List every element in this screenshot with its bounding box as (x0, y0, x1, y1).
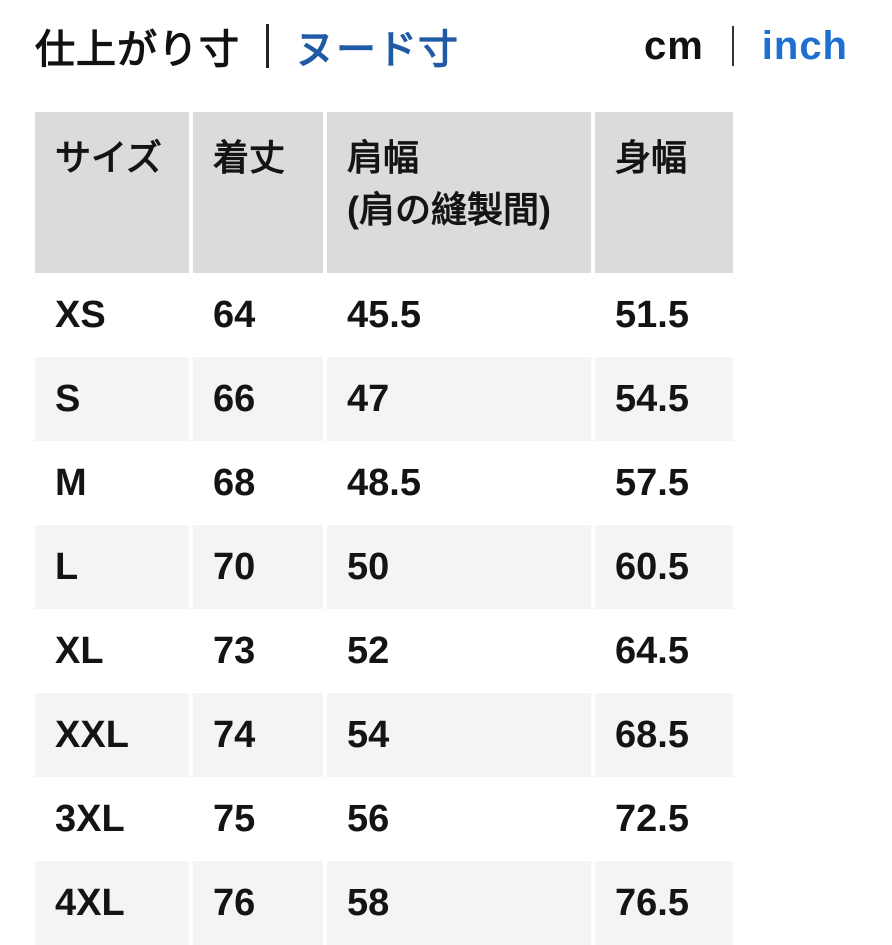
measurement-cell: 73 (193, 609, 323, 693)
measurement-cell: 75 (193, 777, 323, 861)
column-header: 肩幅 (肩の縫製間) (327, 112, 591, 273)
measurement-type-toggle: 仕上がり寸 ヌード寸 (35, 17, 459, 75)
measurement-cell: 50 (327, 525, 591, 609)
column-label: サイズ (55, 137, 162, 178)
measurement-cell: 52 (327, 609, 591, 693)
measurement-cell: 74 (193, 693, 323, 777)
column-header: 身幅 (595, 112, 733, 273)
table-row: M 68 48.5 57.5 (35, 441, 733, 525)
measurement-cell: 45.5 (327, 273, 591, 357)
measurement-cell: 51.5 (595, 273, 733, 357)
table-row: XXL 74 54 68.5 (35, 693, 733, 777)
size-label-cell: M (35, 441, 189, 525)
column-sublabel: (肩の縫製間) (347, 189, 551, 231)
size-table-body: XS 64 45.5 51.5 S 66 47 54.5 M 68 48.5 57.5 L 70 50 60.… (35, 273, 733, 945)
size-table: サイズ 着丈 肩幅 (肩の縫製間) 身幅 XS 64 45.5 51.5 S 66 47 54.5 M 6… (31, 112, 737, 945)
table-header-row: サイズ 着丈 肩幅 (肩の縫製間) 身幅 (35, 112, 733, 273)
table-row: 3XL 75 56 72.5 (35, 777, 733, 861)
size-label-cell: S (35, 357, 189, 441)
measurement-cell: 68 (193, 441, 323, 525)
measurement-cell: 57.5 (595, 441, 733, 525)
column-header: サイズ (35, 112, 189, 273)
column-label: 着丈 (213, 137, 286, 178)
size-label-cell: XXL (35, 693, 189, 777)
measurement-cell: 54.5 (595, 357, 733, 441)
size-label-cell: XS (35, 273, 189, 357)
measurement-cell: 47 (327, 357, 591, 441)
table-row: L 70 50 60.5 (35, 525, 733, 609)
divider (266, 24, 269, 68)
measurement-cell: 68.5 (595, 693, 733, 777)
measurement-cell: 64 (193, 273, 323, 357)
size-label-cell: XL (35, 609, 189, 693)
tab-finished-measurements[interactable]: 仕上がり寸 (35, 28, 240, 72)
divider (731, 26, 734, 66)
table-row: S 66 47 54.5 (35, 357, 733, 441)
column-label: 身幅 (615, 137, 688, 178)
size-label-cell: L (35, 525, 189, 609)
measurement-cell: 76 (193, 861, 323, 945)
measurement-cell: 70 (193, 525, 323, 609)
size-chart-header: 仕上がり寸 ヌード寸 cm inch (0, 0, 892, 92)
tab-nude-measurements[interactable]: ヌード寸 (295, 28, 459, 72)
column-label: 肩幅 (347, 137, 420, 178)
measurement-cell: 72.5 (595, 777, 733, 861)
measurement-cell: 54 (327, 693, 591, 777)
measurement-cell: 58 (327, 861, 591, 945)
table-row: XS 64 45.5 51.5 (35, 273, 733, 357)
measurement-cell: 48.5 (327, 441, 591, 525)
measurement-cell: 56 (327, 777, 591, 861)
measurement-cell: 66 (193, 357, 323, 441)
table-row: XL 73 52 64.5 (35, 609, 733, 693)
tab-unit-cm[interactable]: cm (643, 23, 704, 68)
measurement-cell: 64.5 (595, 609, 733, 693)
measurement-cell: 60.5 (595, 525, 733, 609)
tab-unit-inch[interactable]: inch (761, 23, 848, 68)
measurement-cell: 76.5 (595, 861, 733, 945)
size-label-cell: 3XL (35, 777, 189, 861)
table-row: 4XL 76 58 76.5 (35, 861, 733, 945)
size-label-cell: 4XL (35, 861, 189, 945)
unit-toggle: cm inch (644, 24, 848, 69)
column-header: 着丈 (193, 112, 323, 273)
size-table-head: サイズ 着丈 肩幅 (肩の縫製間) 身幅 (35, 112, 733, 273)
